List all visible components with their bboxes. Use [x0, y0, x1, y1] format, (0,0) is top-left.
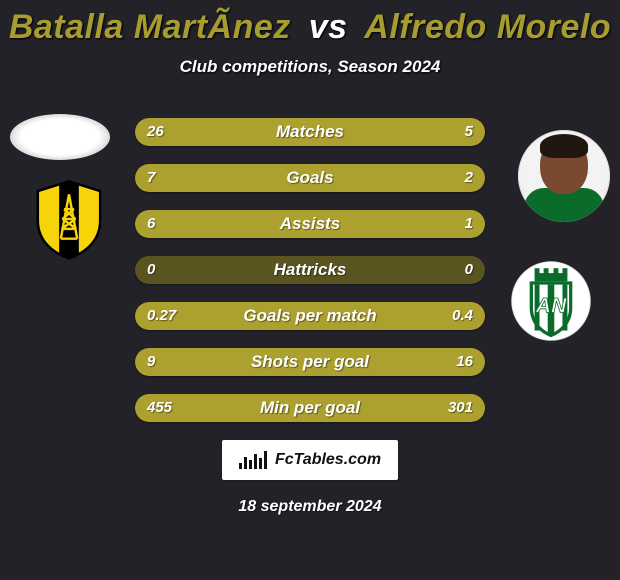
stat-label: Hattricks	[135, 256, 485, 284]
photo-hair	[540, 134, 588, 158]
center-stripe	[59, 181, 79, 260]
title: Batalla MartÃ­nez vs Alfredo Morelo	[0, 0, 620, 47]
stat-label: Goals	[135, 164, 485, 192]
player1-photo-placeholder	[10, 114, 110, 160]
club-crest-left	[28, 178, 110, 260]
subtitle: Club competitions, Season 2024	[0, 57, 620, 77]
footer-date: 18 september 2024	[0, 498, 620, 516]
stat-row: 455301Min per goal	[135, 394, 485, 422]
title-player1: Batalla MartÃ­nez	[9, 8, 291, 46]
stat-label: Assists	[135, 210, 485, 238]
title-player2: Alfredo Morelo	[364, 8, 611, 46]
crest-right-svg: AN	[510, 260, 592, 342]
stat-row: 0.270.4Goals per match	[135, 302, 485, 330]
player2-photo	[518, 130, 610, 222]
club-crest-right: AN	[510, 260, 592, 342]
brand-bars-icon	[239, 451, 269, 469]
stat-label: Shots per goal	[135, 348, 485, 376]
stat-row: 72Goals	[135, 164, 485, 192]
title-vs: vs	[309, 8, 348, 46]
crest-monogram: AN	[535, 293, 567, 317]
stat-label: Matches	[135, 118, 485, 146]
stat-row: 916Shots per goal	[135, 348, 485, 376]
stat-row: 265Matches	[135, 118, 485, 146]
stat-label: Min per goal	[135, 394, 485, 422]
brand-badge[interactable]: FcTables.com	[222, 440, 398, 480]
stat-label: Goals per match	[135, 302, 485, 330]
stat-bars: 265Matches 72Goals 61Assists 00Hattricks 0.2…	[135, 118, 485, 440]
crest-left-svg	[28, 178, 110, 260]
stat-row: 61Assists	[135, 210, 485, 238]
comparison-card: Batalla MartÃ­nez vs Alfredo Morelo Club…	[0, 0, 620, 580]
stat-row: 00Hattricks	[135, 256, 485, 284]
brand-text: FcTables.com	[275, 451, 381, 469]
